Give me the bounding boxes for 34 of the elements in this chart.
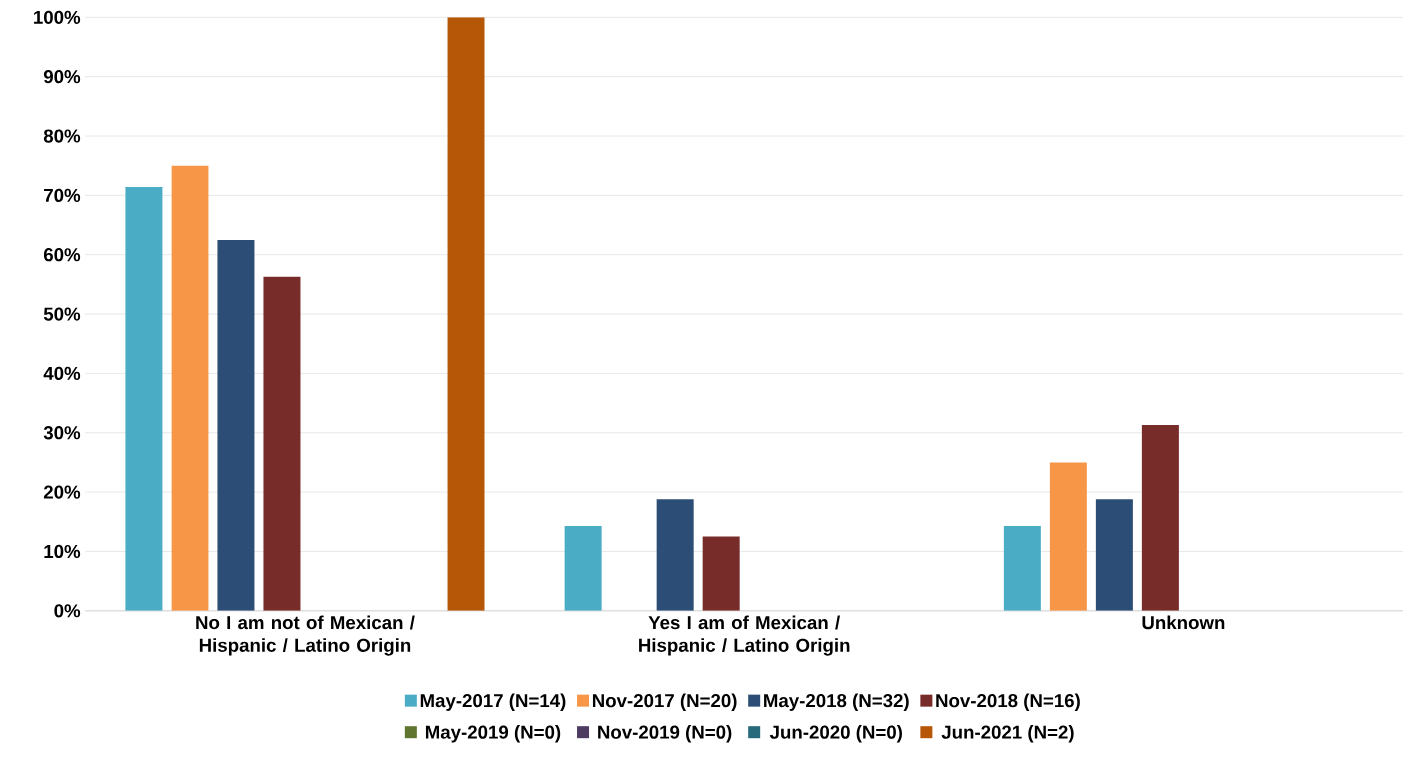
bar — [263, 276, 301, 611]
y-tick-label: 0% — [54, 604, 81, 618]
y-tick-label: 30% — [43, 426, 81, 440]
legend-label: Jun-2020 (N=0) — [769, 725, 902, 743]
bar — [217, 239, 255, 611]
legend-label: May-2018 (N=32) — [764, 693, 909, 711]
legend-label: Nov-2019 (N=0) — [598, 725, 732, 743]
legend-label: Nov-2017 (N=20) — [592, 693, 737, 711]
bar — [1141, 424, 1179, 611]
y-tick-label: 60% — [43, 248, 81, 262]
bar — [656, 499, 694, 611]
x-tick-label: Yes I am of Mexican / Hispanic / Latino Origin — [639, 615, 850, 656]
bar — [1095, 499, 1133, 611]
y-tick-label: 20% — [43, 485, 81, 499]
y-tick-label: 100% — [34, 10, 81, 24]
legend-label: Jun-2021 (N=2) — [941, 725, 1074, 743]
bar — [447, 17, 485, 611]
bar — [1003, 525, 1041, 611]
y-tick-label: 90% — [43, 69, 81, 84]
x-tick-label: No I am not of Mexican / Hispanic / Latino Origin — [196, 615, 415, 656]
y-tick-label: 10% — [44, 544, 81, 558]
legend-label: May-2019 (N=0) — [425, 725, 561, 743]
legend-label: May-2017 (N=14) — [420, 693, 566, 711]
bar — [702, 536, 740, 611]
bar — [125, 186, 163, 611]
y-tick-label: 80% — [43, 129, 81, 143]
bar — [564, 525, 602, 611]
x-tick-label: Unknown — [1142, 615, 1225, 630]
legend-label: Nov-2018 (N=16) — [936, 693, 1080, 711]
y-tick-label: 50% — [43, 307, 81, 321]
y-tick-label: 40% — [43, 366, 81, 380]
bar — [1049, 462, 1087, 611]
bar — [171, 165, 209, 611]
y-tick-label: 70% — [44, 188, 81, 202]
